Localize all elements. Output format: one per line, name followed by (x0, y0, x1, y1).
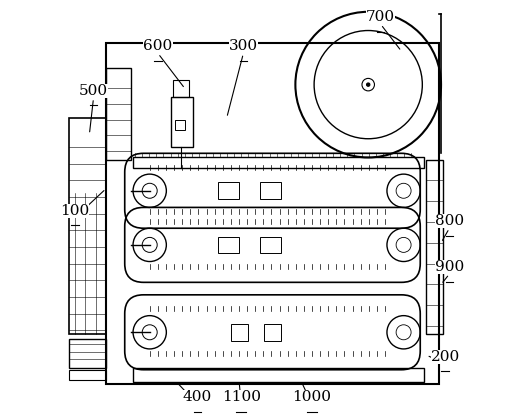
Bar (133, 367, 424, 382)
Text: 600: 600 (144, 39, 173, 53)
Bar (133, 158, 424, 168)
Text: 700: 700 (366, 10, 395, 24)
Bar (171, 97, 193, 147)
Bar (175, 120, 185, 130)
Bar (69, 339, 106, 367)
Bar (69, 118, 106, 334)
Bar (69, 370, 106, 380)
Text: 400: 400 (183, 390, 212, 404)
Text: 900: 900 (435, 260, 464, 274)
Bar (264, 324, 281, 341)
Text: 800: 800 (435, 214, 464, 228)
Text: 100: 100 (60, 204, 89, 218)
Bar (218, 237, 239, 253)
Bar (260, 237, 281, 253)
Bar (426, 160, 443, 334)
Bar (173, 80, 189, 97)
Text: 500: 500 (79, 84, 108, 98)
Bar (218, 182, 239, 199)
Bar (231, 324, 248, 341)
Bar (106, 43, 439, 384)
Circle shape (367, 83, 370, 86)
Bar (260, 182, 281, 199)
Text: 200: 200 (431, 349, 460, 364)
Text: 1000: 1000 (293, 390, 332, 404)
Text: 1100: 1100 (222, 390, 261, 404)
Bar (106, 68, 131, 160)
Text: 300: 300 (229, 39, 258, 53)
